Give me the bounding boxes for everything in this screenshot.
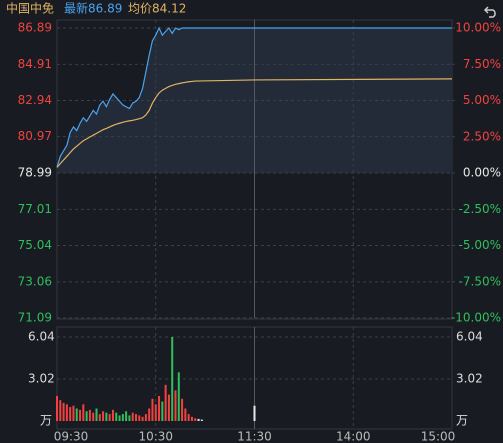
volume-bar bbox=[190, 416, 193, 421]
volume-bar bbox=[154, 404, 157, 421]
volume-bar bbox=[59, 400, 62, 421]
x-tick-label: 09:30 bbox=[54, 430, 89, 443]
volume-bar bbox=[161, 401, 164, 421]
y2-tick-label: -2.50% bbox=[459, 202, 501, 216]
stock-name: 中国中免 bbox=[6, 1, 54, 16]
y-tick-label: 78.99 bbox=[18, 166, 52, 180]
volume-unit: 万 bbox=[40, 414, 52, 428]
volume-bar bbox=[197, 418, 200, 421]
y2-tick-label: -7.50% bbox=[459, 274, 501, 288]
volume-bar bbox=[181, 398, 184, 421]
volume-bar bbox=[95, 408, 98, 421]
volume-bar bbox=[65, 404, 68, 421]
volume-bar bbox=[128, 415, 131, 421]
y2-tick-label: -5.00% bbox=[459, 238, 501, 252]
volume-bar bbox=[200, 419, 203, 421]
volume-bar bbox=[177, 372, 180, 421]
y-tick-label: 73.06 bbox=[18, 274, 52, 288]
volume-bar bbox=[144, 414, 147, 421]
volume-bar bbox=[253, 405, 256, 421]
y-tick-label: 86.89 bbox=[18, 21, 52, 35]
volume-tick-label: 3.02 bbox=[28, 372, 55, 386]
volume-bar bbox=[75, 408, 78, 421]
volume-bar bbox=[187, 414, 190, 421]
y2-tick-label: 10.00% bbox=[455, 21, 501, 35]
volume-bar bbox=[194, 418, 197, 421]
volume-bar bbox=[184, 408, 187, 421]
volume-tick-label: 6.04 bbox=[28, 330, 55, 344]
y2-tick-label: 5.00% bbox=[463, 93, 501, 107]
volume-bar bbox=[92, 412, 95, 421]
volume-bar bbox=[102, 411, 105, 421]
volume-bar bbox=[131, 412, 134, 421]
x-tick-label: 14:00 bbox=[336, 430, 371, 443]
volume-bar bbox=[98, 414, 101, 421]
volume-bar bbox=[151, 398, 154, 421]
volume-bar bbox=[108, 414, 111, 421]
back-button[interactable] bbox=[483, 6, 496, 18]
x-tick-label: 10:30 bbox=[138, 430, 173, 443]
volume-tick-label: 6.04 bbox=[456, 330, 483, 344]
volume-bar bbox=[171, 337, 174, 421]
series-line bbox=[56, 78, 453, 168]
series-line bbox=[56, 26, 452, 168]
volume-bar bbox=[79, 409, 82, 421]
average-price: 均价84.12 bbox=[128, 2, 186, 16]
y2-tick-label: -10.00% bbox=[451, 311, 501, 325]
volume-bar bbox=[174, 390, 177, 421]
y-tick-label: 80.97 bbox=[18, 129, 52, 143]
volume-bar bbox=[115, 412, 118, 421]
volume-bar bbox=[135, 414, 137, 421]
volume-bar bbox=[72, 405, 75, 421]
y2-tick-label: 7.50% bbox=[463, 57, 501, 71]
y-tick-label: 75.04 bbox=[18, 238, 52, 252]
latest-price: 最新86.89 bbox=[64, 1, 122, 16]
volume-bar bbox=[82, 404, 85, 421]
volume-bar bbox=[141, 416, 144, 421]
volume-bar bbox=[105, 412, 108, 421]
volume-bar bbox=[111, 409, 114, 421]
y-tick-label: 71.09 bbox=[18, 311, 52, 325]
y-tick-label: 82.94 bbox=[18, 93, 52, 107]
volume-bar bbox=[167, 394, 170, 421]
volume-bar bbox=[56, 395, 58, 421]
volume-bar bbox=[85, 411, 88, 421]
volume-bar bbox=[118, 415, 121, 421]
volume-bar bbox=[138, 415, 141, 421]
y2-tick-label: 0.00% bbox=[463, 166, 501, 180]
back-icon bbox=[483, 6, 496, 18]
volume-bar bbox=[148, 408, 151, 421]
volume-bar bbox=[164, 384, 167, 421]
volume-bar bbox=[125, 411, 128, 421]
volume-bar bbox=[69, 407, 72, 421]
volume-unit: 万 bbox=[456, 414, 468, 428]
volume-tick-label: 3.02 bbox=[456, 372, 483, 386]
volume-bar bbox=[121, 414, 124, 421]
volume-bar bbox=[88, 409, 91, 421]
volume-bar bbox=[62, 402, 65, 421]
y2-tick-label: 2.50% bbox=[463, 129, 501, 143]
y-tick-label: 77.01 bbox=[18, 202, 52, 216]
x-tick-label: 11:30 bbox=[237, 430, 272, 443]
x-tick-label: 15:00 bbox=[421, 430, 456, 443]
y-tick-label: 84.91 bbox=[18, 57, 52, 71]
volume-bar bbox=[158, 395, 161, 421]
